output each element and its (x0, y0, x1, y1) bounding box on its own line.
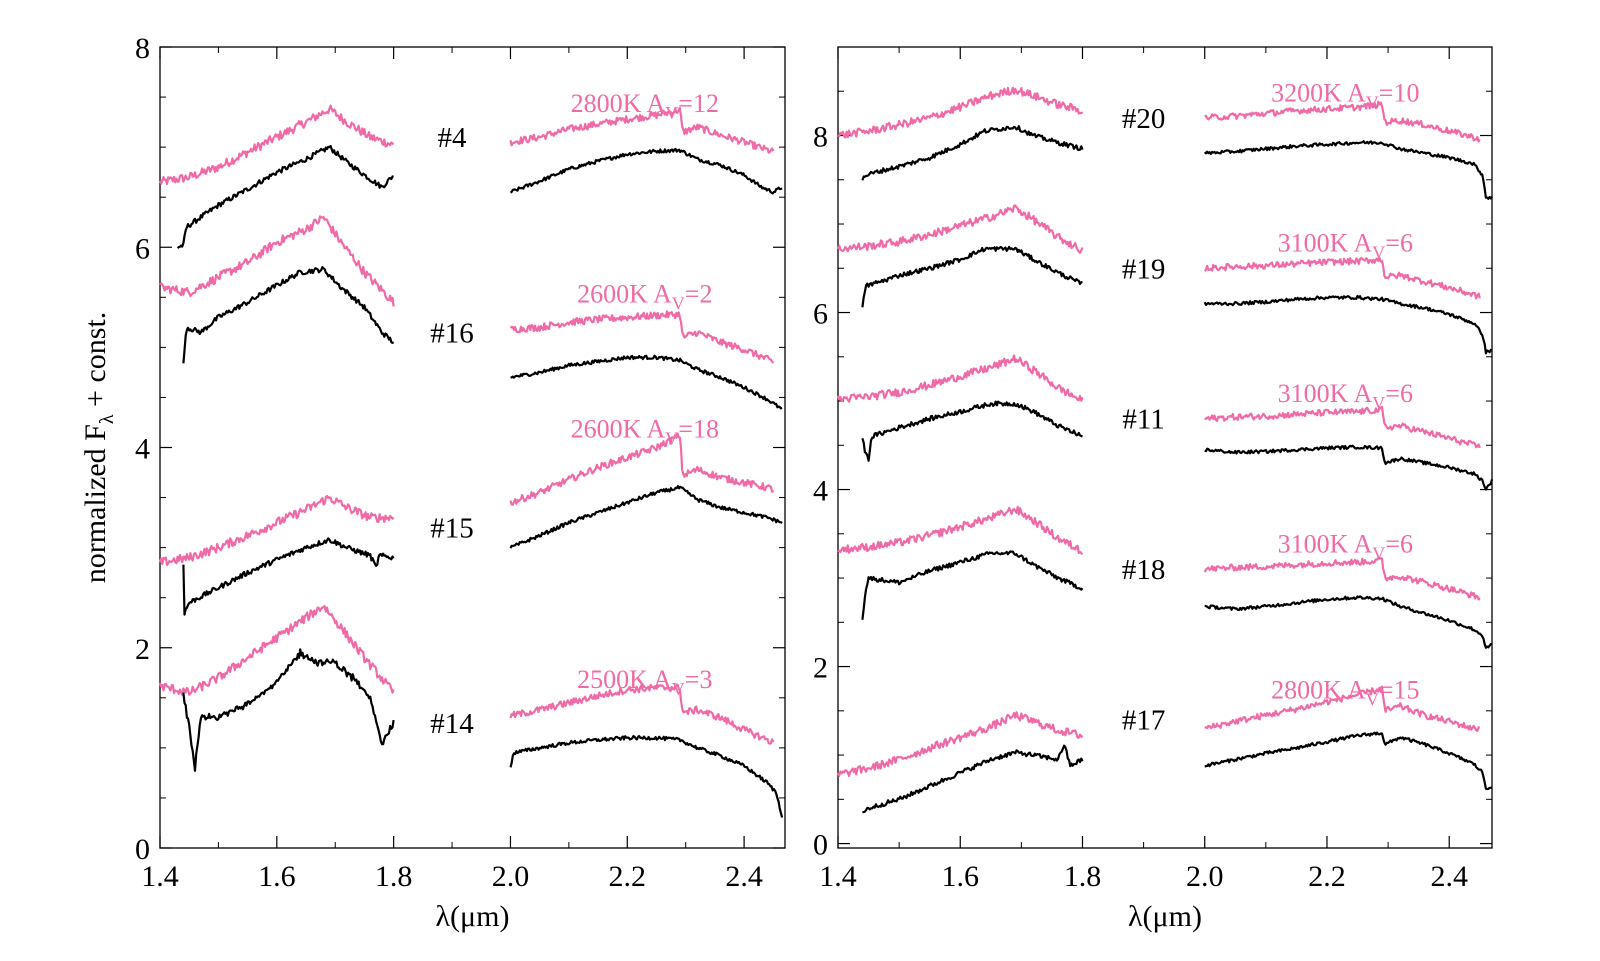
y-tick-label: 0 (813, 829, 828, 862)
model-parameter-label: 3100K AV=6 (1278, 229, 1413, 263)
x-tick-label: 1.8 (1064, 860, 1102, 893)
model-spectrum-h-band (158, 104, 395, 185)
model-parameter-label: 2800K AV=15 (1271, 676, 1419, 710)
y-tick-label: 2 (813, 652, 828, 685)
object-id-label: #15 (430, 513, 474, 545)
observed-spectrum-h-band (861, 400, 1083, 462)
y-tick-label: 4 (813, 475, 828, 508)
model-spectrum-h-band (836, 204, 1084, 254)
x-axis-label: λ(μm) (1128, 900, 1202, 933)
model-spectrum-k-band (509, 106, 775, 154)
y-tick-label: 8 (135, 32, 150, 65)
model-spectrum-k-band (1204, 405, 1481, 449)
observed-spectrum-k-band (510, 354, 783, 410)
model-parameter-label: 2600K AV=2 (577, 279, 712, 313)
x-tick-label: 2.4 (1430, 860, 1468, 893)
observed-spectrum-k-band (1204, 731, 1493, 791)
y-tick-label: 6 (813, 298, 828, 331)
model-parameter-label: 2500K AV=3 (577, 665, 712, 699)
y-axis-label: normalized Fλ + const. (79, 312, 118, 584)
y-tick-label: 8 (813, 121, 828, 154)
object-id-label: #4 (438, 122, 468, 154)
object-id-label: #14 (430, 708, 474, 740)
y-tick-label: 0 (135, 833, 150, 866)
x-tick-label: 1.4 (141, 860, 179, 893)
right-spectra-panel: 1.4 1.6 1.8 2.0 2.2 2.4 0 2 4 6 8 λ(μm) #20 3200K AV=… (813, 46, 1494, 933)
x-axis-label: λ(μm) (436, 900, 510, 933)
observed-spectrum-k-band (1203, 294, 1493, 355)
observed-spectrum-k-band (1203, 140, 1493, 200)
object-id-label: #17 (1122, 705, 1166, 737)
x-tick-label: 2.2 (1308, 860, 1346, 893)
x-tick-label: 1.8 (375, 860, 413, 893)
model-spectrum-h-band (158, 494, 395, 567)
x-tick-label: 2.2 (609, 860, 647, 893)
model-parameter-label: 3100K AV=6 (1278, 530, 1413, 564)
y-tick-label: 6 (135, 232, 150, 265)
object-id-label: #11 (1122, 404, 1164, 436)
observed-spectrum-h-band (861, 125, 1084, 181)
observed-spectrum-k-band (509, 485, 783, 549)
observed-spectrum-k-band (509, 735, 784, 818)
x-tick-label: 2.0 (492, 860, 530, 893)
model-spectrum-h-band (837, 86, 1084, 139)
observed-spectrum-h-band (861, 550, 1084, 620)
plot-frame (837, 46, 1493, 849)
object-id-label: #18 (1122, 554, 1166, 586)
y-tick-label: 2 (135, 633, 150, 666)
model-spectrum-k-band (509, 683, 775, 745)
x-tick-label: 2.0 (1186, 860, 1224, 893)
model-spectrum-k-band (1204, 100, 1481, 143)
x-tick-label: 1.4 (819, 860, 857, 893)
observed-spectrum-h-band (182, 648, 395, 772)
model-spectrum-k-band (1204, 685, 1480, 733)
model-parameter-label: 3100K AV=6 (1278, 379, 1413, 413)
observed-spectrum-k-band (1204, 595, 1492, 649)
observed-spectrum-h-band (182, 537, 395, 616)
observed-spectrum-h-band (861, 245, 1083, 308)
object-id-label: #19 (1122, 253, 1166, 285)
x-tick-label: 1.6 (941, 860, 979, 893)
model-spectrum-h-band (158, 605, 395, 696)
model-spectrum-k-band (509, 310, 775, 364)
model-spectrum-h-band (837, 505, 1084, 556)
left-spectra-panel: 1.4 1.6 1.8 2.0 2.2 2.4 0 2 4 6 8 λ(μm) normalized F… (79, 32, 786, 933)
x-tick-label: 1.6 (258, 860, 296, 893)
observed-spectrum-h-band (182, 266, 395, 364)
model-spectrum-k-band (1203, 556, 1481, 601)
model-spectrum-h-band (159, 215, 395, 307)
model-parameter-label: 3200K AV=10 (1271, 78, 1419, 112)
observed-spectrum-h-band (862, 744, 1084, 814)
model-parameter-label: 2800K AV=12 (571, 89, 719, 123)
observed-spectrum-k-band (509, 147, 783, 195)
x-tick-label: 2.4 (725, 860, 763, 893)
model-spectrum-k-band (1203, 256, 1481, 300)
object-id-label: #20 (1122, 103, 1166, 135)
model-spectrum-h-band (836, 711, 1084, 777)
observed-spectrum-h-band (176, 145, 394, 249)
observed-spectrum-k-band (1204, 444, 1494, 491)
object-id-label: #16 (430, 317, 474, 349)
model-spectrum-h-band (836, 354, 1084, 403)
y-tick-label: 4 (135, 433, 150, 466)
model-spectrum-k-band (509, 432, 775, 506)
model-parameter-label: 2600K AV=18 (571, 414, 719, 448)
